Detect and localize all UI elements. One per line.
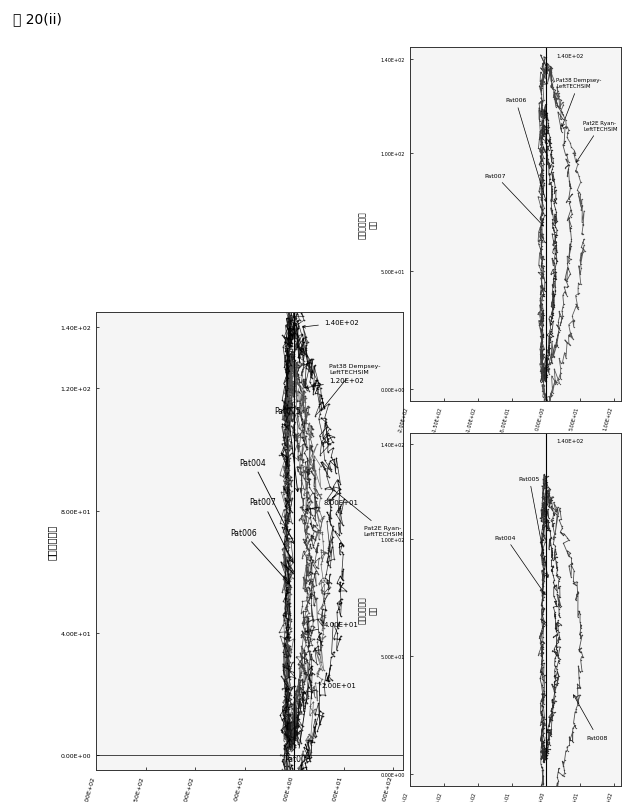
Text: Pat008: Pat008 xyxy=(284,667,312,763)
Text: 1.40E+02: 1.40E+02 xyxy=(556,439,584,444)
Text: Pat004: Pat004 xyxy=(240,458,294,544)
Text: 1.40E+02: 1.40E+02 xyxy=(556,54,584,59)
Text: Pat2E Ryan-
LeftTECHSIM: Pat2E Ryan- LeftTECHSIM xyxy=(332,488,403,537)
Text: 4.00E+01: 4.00E+01 xyxy=(306,622,359,633)
Y-axis label: 膝蓋骨剪断力
左膝: 膝蓋骨剪断力 左膝 xyxy=(358,211,378,238)
Text: Pat38 Dempsey-
LeftTECHSIM: Pat38 Dempsey- LeftTECHSIM xyxy=(556,79,602,128)
Y-axis label: 膝蓋骨剪断力: 膝蓋骨剪断力 xyxy=(46,524,56,559)
Text: Pat006: Pat006 xyxy=(505,98,547,202)
Text: Pat007: Pat007 xyxy=(250,498,292,562)
Text: Pat005: Pat005 xyxy=(275,407,301,492)
Text: Pat006: Pat006 xyxy=(230,529,290,585)
Text: Pat38 Dempsey-
LeftTECHSIM: Pat38 Dempsey- LeftTECHSIM xyxy=(321,364,380,411)
Text: 図 20(ii): 図 20(ii) xyxy=(13,12,61,26)
Y-axis label: 膝蓋骨剪断力
右膝: 膝蓋骨剪断力 右膝 xyxy=(358,596,378,623)
Text: 8.00E+01: 8.00E+01 xyxy=(306,500,359,511)
Text: Pat2E Ryan-
LeftTECHSIM: Pat2E Ryan- LeftTECHSIM xyxy=(577,120,618,163)
Text: Pat004: Pat004 xyxy=(495,535,545,595)
Text: Pat005: Pat005 xyxy=(518,476,548,577)
Text: 1.20E+02: 1.20E+02 xyxy=(306,378,364,389)
Text: 1.40E+02: 1.40E+02 xyxy=(303,320,358,329)
Text: Pat007: Pat007 xyxy=(484,173,543,227)
Text: Pat008: Pat008 xyxy=(573,695,608,740)
Text: 2.00E+01: 2.00E+01 xyxy=(303,683,357,694)
